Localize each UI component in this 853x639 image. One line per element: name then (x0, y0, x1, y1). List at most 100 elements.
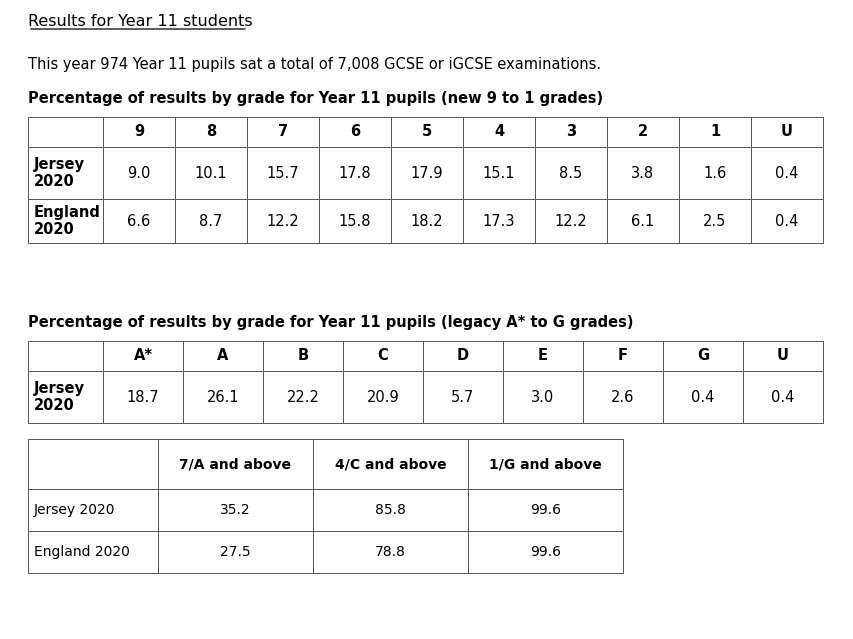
Text: U: U (776, 348, 788, 364)
Text: 35.2: 35.2 (220, 503, 251, 517)
Bar (158, 489, 313, 531)
Text: A*: A* (133, 348, 153, 364)
Bar (183, 371, 263, 423)
Text: England
2020: England 2020 (34, 205, 101, 237)
Text: 1.6: 1.6 (703, 166, 726, 180)
Text: 6.1: 6.1 (630, 213, 654, 229)
Text: 17.3: 17.3 (482, 213, 514, 229)
Bar (742, 371, 822, 423)
Text: 4/C and above: 4/C and above (334, 457, 446, 471)
Text: Jersey 2020: Jersey 2020 (34, 503, 115, 517)
Bar (28, 199, 103, 243)
Bar (750, 117, 822, 147)
Text: 20.9: 20.9 (366, 390, 399, 404)
Bar (606, 117, 678, 147)
Text: 7/A and above: 7/A and above (179, 457, 291, 471)
Text: C: C (377, 348, 388, 364)
Text: 15.1: 15.1 (482, 166, 514, 180)
Text: 2: 2 (637, 125, 647, 139)
Bar (750, 199, 822, 243)
Text: 1: 1 (709, 125, 719, 139)
Text: 5: 5 (421, 125, 432, 139)
Bar (247, 117, 319, 147)
Bar (662, 341, 742, 371)
Bar (28, 147, 103, 199)
Bar (583, 371, 662, 423)
Text: G: G (696, 348, 708, 364)
Text: 2.5: 2.5 (703, 213, 726, 229)
Bar (103, 117, 175, 147)
Bar (175, 117, 247, 147)
Text: 18.7: 18.7 (126, 390, 160, 404)
Text: 22.2: 22.2 (287, 390, 319, 404)
Bar (158, 531, 313, 573)
Bar (462, 199, 534, 243)
Text: D: D (456, 348, 468, 364)
Text: Jersey
2020: Jersey 2020 (34, 157, 85, 189)
Bar (313, 489, 467, 531)
Bar (750, 147, 822, 199)
Text: England 2020: England 2020 (34, 545, 130, 559)
Bar (247, 147, 319, 199)
Text: 10.1: 10.1 (194, 166, 227, 180)
Text: 3: 3 (566, 125, 576, 139)
Text: 8.5: 8.5 (559, 166, 582, 180)
Bar (103, 341, 183, 371)
Text: 7: 7 (277, 125, 287, 139)
Text: 1/G and above: 1/G and above (489, 457, 601, 471)
Bar (742, 341, 822, 371)
Text: 26.1: 26.1 (206, 390, 239, 404)
Text: 0.4: 0.4 (775, 166, 798, 180)
Text: U: U (780, 125, 792, 139)
Bar (263, 371, 343, 423)
Text: 3.8: 3.8 (630, 166, 653, 180)
Bar (467, 531, 623, 573)
Text: Percentage of results by grade for Year 11 pupils (legacy A* to G grades): Percentage of results by grade for Year … (28, 314, 633, 330)
Bar (606, 199, 678, 243)
Text: 17.9: 17.9 (410, 166, 443, 180)
Bar (28, 341, 103, 371)
Text: 3.0: 3.0 (531, 390, 554, 404)
Bar (319, 147, 391, 199)
Bar (343, 341, 422, 371)
Bar (606, 147, 678, 199)
Text: 85.8: 85.8 (374, 503, 405, 517)
Bar (534, 199, 606, 243)
Bar (103, 371, 183, 423)
Bar (28, 489, 158, 531)
Bar (583, 341, 662, 371)
Text: 99.6: 99.6 (530, 503, 560, 517)
Text: E: E (537, 348, 548, 364)
Bar (422, 341, 502, 371)
Text: 6: 6 (350, 125, 360, 139)
Text: 15.8: 15.8 (339, 213, 371, 229)
Bar (28, 531, 158, 573)
Text: 12.2: 12.2 (554, 213, 587, 229)
Text: 5.7: 5.7 (450, 390, 474, 404)
Bar (175, 199, 247, 243)
Bar (422, 371, 502, 423)
Text: 8.7: 8.7 (199, 213, 223, 229)
Text: 0.4: 0.4 (690, 390, 714, 404)
Bar (534, 117, 606, 147)
Bar (313, 439, 467, 489)
Text: 12.2: 12.2 (266, 213, 299, 229)
Text: 99.6: 99.6 (530, 545, 560, 559)
Text: 18.2: 18.2 (410, 213, 443, 229)
Text: 78.8: 78.8 (374, 545, 405, 559)
Text: 0.4: 0.4 (775, 213, 798, 229)
Bar (467, 489, 623, 531)
Text: 6.6: 6.6 (127, 213, 150, 229)
Bar (391, 147, 462, 199)
Text: 2.6: 2.6 (611, 390, 634, 404)
Bar (103, 199, 175, 243)
Bar (462, 147, 534, 199)
Text: 0.4: 0.4 (770, 390, 794, 404)
Text: Results for Year 11 students: Results for Year 11 students (28, 13, 252, 29)
Text: 8: 8 (206, 125, 216, 139)
Bar (678, 117, 750, 147)
Text: 27.5: 27.5 (220, 545, 251, 559)
Text: B: B (297, 348, 308, 364)
Bar (662, 371, 742, 423)
Bar (462, 117, 534, 147)
